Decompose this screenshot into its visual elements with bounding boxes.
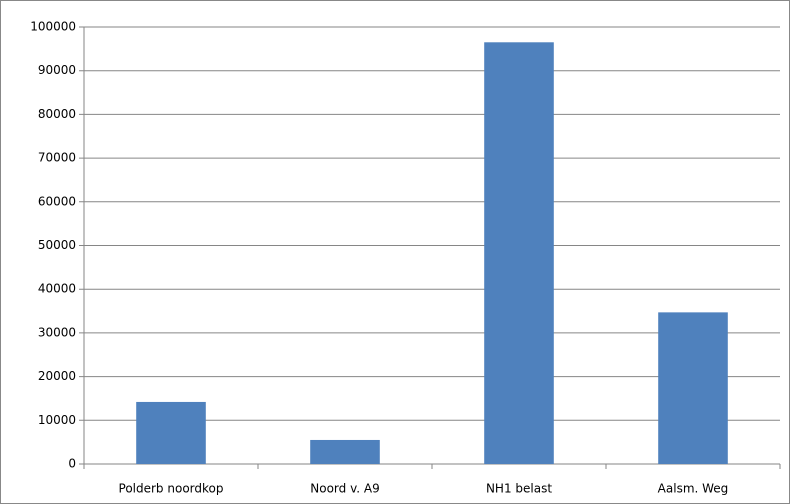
y-tick-label: 60000 [38, 194, 76, 208]
x-tick-label: Polderb noordkop [119, 482, 224, 496]
bar [136, 401, 206, 464]
y-tick-label: 40000 [38, 282, 76, 296]
y-tick-label: 70000 [38, 151, 76, 165]
x-tick-label: Noord v. A9 [310, 482, 379, 496]
x-tick-label: NH1 belast [486, 482, 552, 496]
y-tick-label: 90000 [38, 63, 76, 77]
bar [310, 439, 380, 464]
y-tick-label: 50000 [38, 238, 76, 252]
y-tick-label: 10000 [38, 413, 76, 427]
x-tick-label: Aalsm. Weg [658, 482, 729, 496]
y-tick-label: 30000 [38, 325, 76, 339]
y-tick-label: 100000 [30, 20, 76, 34]
y-tick-label: 20000 [38, 369, 76, 383]
bar [658, 312, 728, 464]
y-tick-label: 0 [68, 457, 76, 471]
y-tick-label: 80000 [38, 107, 76, 121]
bar [484, 42, 554, 465]
